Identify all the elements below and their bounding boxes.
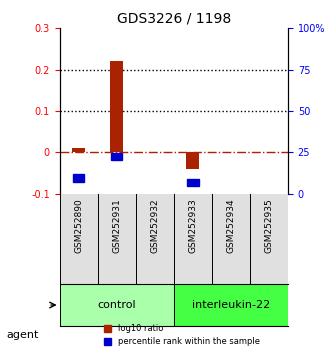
- Legend: log10 ratio, percentile rank within the sample: log10 ratio, percentile rank within the …: [101, 321, 263, 350]
- Bar: [73, 174, 84, 182]
- Bar: [60, 194, 98, 284]
- Bar: [174, 284, 288, 326]
- Text: GSM252935: GSM252935: [264, 198, 273, 253]
- Text: GSM252931: GSM252931: [112, 198, 121, 253]
- Title: GDS3226 / 1198: GDS3226 / 1198: [117, 12, 231, 26]
- Text: GSM252934: GSM252934: [226, 198, 235, 253]
- Bar: [250, 194, 288, 284]
- Text: GSM252933: GSM252933: [188, 198, 197, 253]
- Bar: [98, 194, 136, 284]
- Text: agent: agent: [7, 330, 39, 339]
- Bar: [187, 179, 199, 187]
- Bar: [111, 153, 122, 160]
- Bar: [174, 194, 212, 284]
- Bar: [186, 152, 200, 169]
- Bar: [136, 194, 174, 284]
- Text: control: control: [97, 300, 136, 310]
- Bar: [110, 61, 123, 152]
- Bar: [212, 194, 250, 284]
- Text: interleukin-22: interleukin-22: [192, 300, 270, 310]
- Text: GSM252932: GSM252932: [150, 198, 159, 253]
- Bar: [72, 148, 85, 152]
- Text: GSM252890: GSM252890: [74, 198, 83, 253]
- Bar: [60, 284, 174, 326]
